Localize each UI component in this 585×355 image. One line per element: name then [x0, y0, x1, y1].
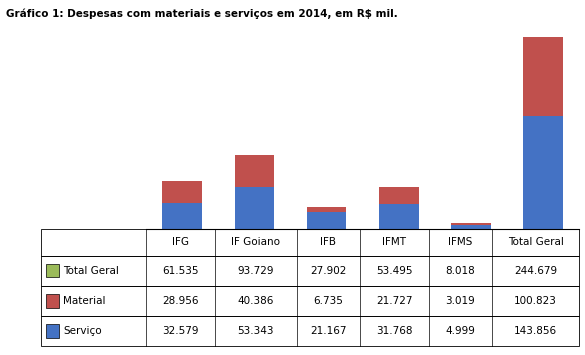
Bar: [307, 212, 346, 229]
Text: 21.727: 21.727: [376, 296, 412, 306]
Text: 3.019: 3.019: [446, 296, 475, 306]
Text: IFMS: IFMS: [448, 237, 473, 247]
Text: 93.729: 93.729: [238, 266, 274, 276]
Bar: [163, 203, 202, 229]
Text: 27.902: 27.902: [310, 266, 346, 276]
Text: 8.018: 8.018: [446, 266, 475, 276]
Bar: [451, 223, 491, 225]
Text: 32.579: 32.579: [163, 326, 199, 336]
Bar: [235, 187, 274, 229]
Text: 53.495: 53.495: [376, 266, 412, 276]
Text: IFMT: IFMT: [382, 237, 406, 247]
Bar: [451, 225, 491, 229]
Text: 21.167: 21.167: [310, 326, 346, 336]
Text: 61.535: 61.535: [163, 266, 199, 276]
Bar: [379, 204, 419, 229]
Text: Gráfico 1: Despesas com materiais e serviços em 2014, em R$ mil.: Gráfico 1: Despesas com materiais e serv…: [6, 9, 398, 20]
Text: 143.856: 143.856: [514, 326, 557, 336]
Text: IFG: IFG: [172, 237, 190, 247]
Text: Material: Material: [63, 296, 106, 306]
Bar: [235, 155, 274, 187]
Text: Serviço: Serviço: [63, 326, 102, 336]
Text: 31.768: 31.768: [376, 326, 412, 336]
Text: 100.823: 100.823: [514, 296, 557, 306]
Text: Total Geral: Total Geral: [508, 237, 563, 247]
Bar: [523, 37, 563, 116]
Text: Total Geral: Total Geral: [63, 266, 119, 276]
Text: 40.386: 40.386: [238, 296, 274, 306]
Bar: [307, 207, 346, 212]
Text: IFB: IFB: [320, 237, 336, 247]
Bar: [523, 116, 563, 229]
Text: 53.343: 53.343: [238, 326, 274, 336]
Text: 244.679: 244.679: [514, 266, 557, 276]
Text: IF Goiano: IF Goiano: [232, 237, 280, 247]
Text: 28.956: 28.956: [163, 296, 199, 306]
Text: 6.735: 6.735: [313, 296, 343, 306]
Bar: [379, 187, 419, 204]
Bar: [163, 181, 202, 203]
Text: 4.999: 4.999: [445, 326, 476, 336]
